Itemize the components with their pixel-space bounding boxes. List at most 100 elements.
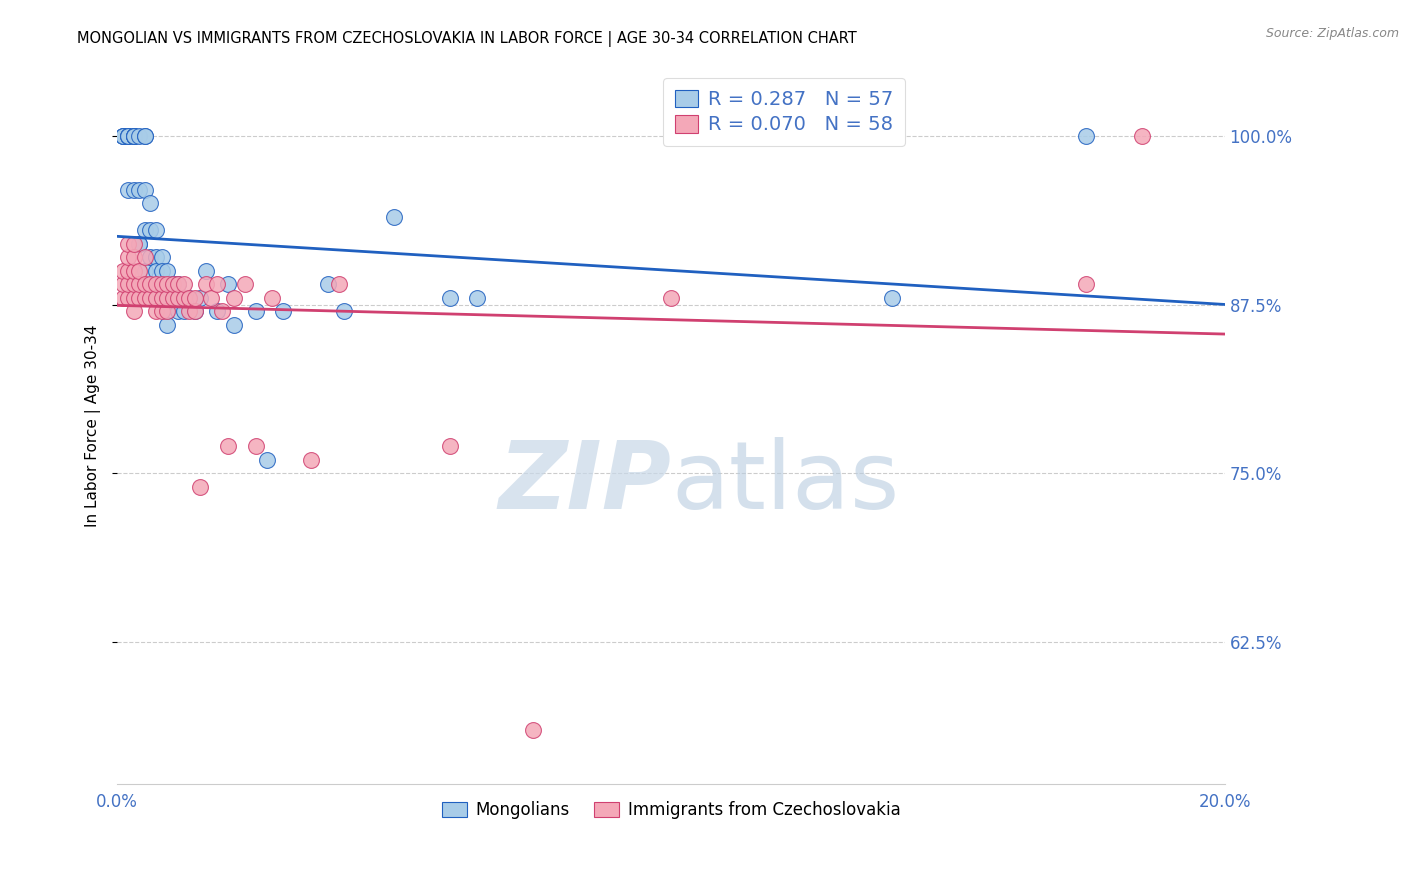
Point: [205, 304, 228, 318]
Point: [145, 304, 167, 318]
Point: [134, 128, 156, 143]
Point: [111, 128, 134, 143]
Point: [167, 277, 190, 292]
Point: [179, 291, 201, 305]
Point: [222, 318, 245, 332]
Point: [128, 264, 150, 278]
Point: [134, 183, 156, 197]
Point: [117, 128, 139, 143]
Point: [173, 277, 195, 292]
Point: [122, 304, 145, 318]
Point: [145, 291, 167, 305]
Point: [211, 304, 233, 318]
Point: [162, 277, 184, 292]
Point: [233, 277, 256, 292]
Point: [150, 264, 173, 278]
Point: [439, 439, 461, 453]
Point: [117, 264, 139, 278]
Point: [150, 251, 173, 265]
Point: [299, 453, 322, 467]
Point: [156, 318, 179, 332]
Point: [139, 291, 162, 305]
Text: ZIP: ZIP: [498, 437, 671, 529]
Point: [117, 128, 139, 143]
Point: [188, 480, 211, 494]
Point: [162, 291, 184, 305]
Point: [256, 453, 278, 467]
Point: [194, 264, 217, 278]
Point: [659, 291, 682, 305]
Point: [179, 291, 201, 305]
Point: [167, 304, 190, 318]
Point: [222, 291, 245, 305]
Point: [162, 277, 184, 292]
Point: [117, 236, 139, 251]
Point: [150, 304, 173, 318]
Point: [128, 128, 150, 143]
Point: [1076, 128, 1098, 143]
Point: [117, 251, 139, 265]
Point: [145, 251, 167, 265]
Point: [245, 304, 267, 318]
Point: [145, 223, 167, 237]
Point: [117, 128, 139, 143]
Point: [184, 304, 207, 318]
Point: [150, 291, 173, 305]
Point: [111, 128, 134, 143]
Point: [111, 277, 134, 292]
Point: [465, 291, 488, 305]
Point: [122, 277, 145, 292]
Point: [128, 291, 150, 305]
Point: [150, 291, 173, 305]
Point: [439, 291, 461, 305]
Point: [156, 304, 179, 318]
Point: [128, 236, 150, 251]
Legend: Mongolians, Immigrants from Czechoslovakia: Mongolians, Immigrants from Czechoslovak…: [434, 794, 907, 825]
Point: [194, 277, 217, 292]
Point: [117, 291, 139, 305]
Point: [128, 236, 150, 251]
Point: [111, 291, 134, 305]
Point: [333, 304, 356, 318]
Text: Source: ZipAtlas.com: Source: ZipAtlas.com: [1265, 27, 1399, 40]
Point: [128, 183, 150, 197]
Point: [200, 291, 222, 305]
Point: [122, 291, 145, 305]
Text: MONGOLIAN VS IMMIGRANTS FROM CZECHOSLOVAKIA IN LABOR FORCE | AGE 30-34 CORRELATI: MONGOLIAN VS IMMIGRANTS FROM CZECHOSLOVA…: [77, 31, 858, 47]
Point: [184, 304, 207, 318]
Point: [134, 223, 156, 237]
Point: [150, 277, 173, 292]
Point: [122, 128, 145, 143]
Point: [262, 291, 284, 305]
Point: [382, 210, 405, 224]
Point: [117, 277, 139, 292]
Point: [134, 291, 156, 305]
Point: [111, 264, 134, 278]
Point: [134, 128, 156, 143]
Point: [122, 128, 145, 143]
Point: [156, 291, 179, 305]
Point: [122, 128, 145, 143]
Point: [134, 251, 156, 265]
Point: [217, 439, 239, 453]
Point: [167, 291, 190, 305]
Point: [173, 304, 195, 318]
Point: [128, 277, 150, 292]
Point: [134, 264, 156, 278]
Point: [156, 291, 179, 305]
Point: [145, 291, 167, 305]
Point: [122, 264, 145, 278]
Point: [145, 264, 167, 278]
Point: [122, 183, 145, 197]
Point: [1076, 277, 1098, 292]
Point: [139, 223, 162, 237]
Point: [273, 304, 295, 318]
Point: [1130, 128, 1153, 143]
Point: [117, 183, 139, 197]
Point: [139, 277, 162, 292]
Point: [122, 128, 145, 143]
Point: [167, 277, 190, 292]
Point: [173, 291, 195, 305]
Point: [111, 128, 134, 143]
Point: [316, 277, 339, 292]
